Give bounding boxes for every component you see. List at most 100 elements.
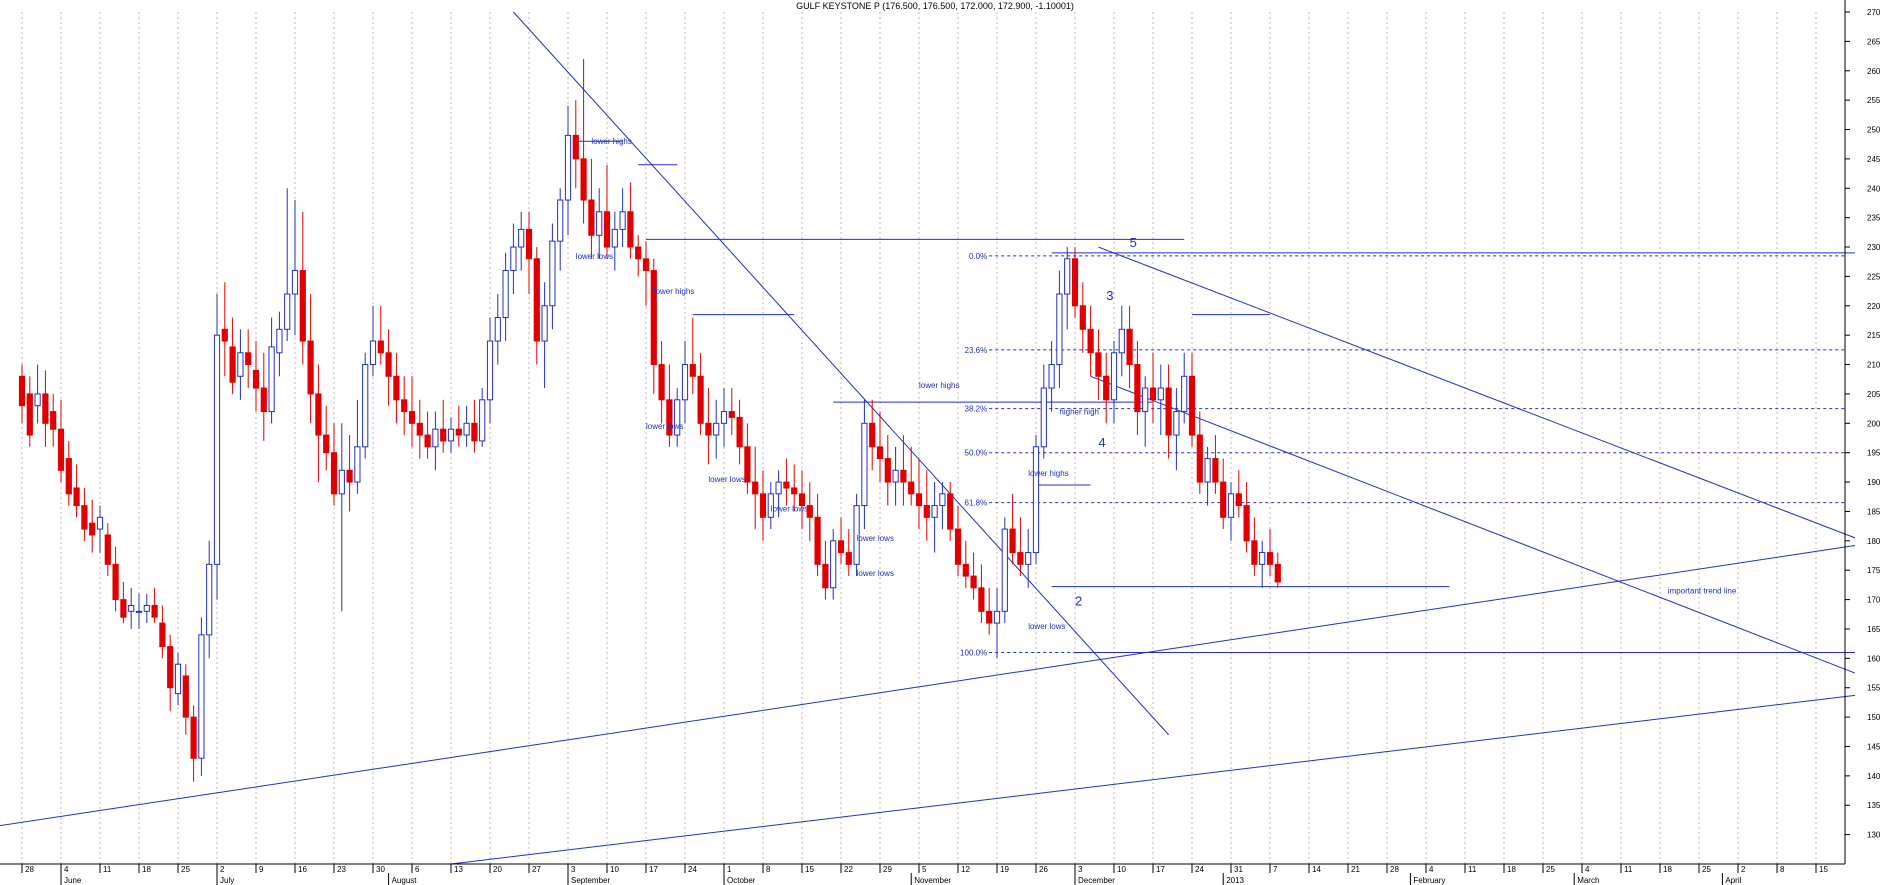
candle-body [494,317,501,342]
month-label: August [392,876,418,885]
candle-body [1227,493,1235,518]
x-tick-label: 20 [493,865,502,874]
candle-body [876,446,884,460]
candle-body [814,516,821,565]
candle-body [276,328,283,354]
x-tick-label: 14 [1312,865,1321,874]
candle-body [330,452,338,495]
x-tick-label: 29 [883,865,892,874]
x-tick-label: 17 [1156,865,1165,874]
candle-body [697,375,704,424]
candle-body [479,399,486,442]
x-tick-label: 22 [844,865,853,874]
x-tick-label: 3 [571,865,576,874]
candle-body [369,340,377,366]
candle-body [245,352,252,366]
x-tick-label: 4 [64,865,69,874]
candle-body [806,505,813,518]
candle-body [57,428,65,471]
candle-body [1149,387,1157,401]
x-tick-label: 8 [1780,865,1785,874]
y-tick-label: 180 [1867,537,1881,546]
annotation-label: lower lows [708,475,745,484]
annotation-label: 3 [1106,288,1113,303]
candle-body [315,393,322,436]
x-tick-label: 10 [1117,865,1126,874]
candle-body [767,493,774,518]
month-label: October [727,876,756,885]
fib-label: 38.2% [965,405,988,414]
candle-body [681,364,689,401]
y-tick-label: 245 [1867,155,1881,164]
candle-body [268,346,275,413]
y-tick-label: 235 [1867,214,1881,223]
candle-body [822,563,829,589]
candle-body [440,428,447,442]
y-tick-label: 185 [1867,507,1881,516]
candle-body [541,305,548,342]
x-tick-label: 24 [1195,865,1204,874]
x-tick-label: 11 [103,865,112,874]
x-tick-label: 8 [766,865,771,874]
candle-body [284,293,291,330]
candle-body [666,399,673,436]
x-tick-label: 18 [1663,865,1672,874]
x-axis: 28 4 11 18 25 2 9 16 23 30 6 13 20 27 3 10 17 24 1 8 15 22 29 5… [0,863,1845,885]
candle-body [401,399,408,413]
candle-body [89,522,96,536]
candle-body [650,270,657,366]
candle-body [1266,552,1274,565]
y-tick-label: 135 [1867,801,1881,810]
candle-body [1157,387,1164,401]
candle-body [198,634,205,759]
fib-label: 61.8% [965,499,988,508]
x-tick-label: 5 [922,865,927,874]
annotation-label: higher high [1059,407,1099,416]
candle-body [81,505,88,530]
x-tick-label: 15 [805,865,814,874]
candle-body [837,540,845,554]
x-tick-label: 24 [688,865,697,874]
candle-body [923,505,930,518]
candle-body [783,481,790,489]
x-tick-label: 15 [1819,865,1828,874]
candle-body [120,599,127,618]
y-tick-label: 150 [1867,713,1881,722]
y-tick-label: 190 [1867,478,1881,487]
y-tick-label: 225 [1867,272,1881,281]
x-tick-label: 31 [1234,865,1243,874]
annotation-label: lower lows [857,569,894,578]
x-tick-label: 11 [1468,865,1477,874]
candle-body [159,622,166,648]
candle-body [385,352,392,377]
trend-lines [0,11,1856,865]
x-tick-label: 23 [337,865,346,874]
month-label: December [1078,876,1115,885]
x-tick-label: 25 [1702,865,1711,874]
y-tick-label: 260 [1867,67,1881,76]
candle-body [151,604,158,618]
candle-body [346,469,353,483]
candle-body [1079,305,1086,330]
candle-body [502,270,509,319]
y-tick-label: 250 [1867,126,1881,135]
trend-line [513,11,1169,736]
candle-body [104,534,111,565]
x-tick-label: 28 [1390,865,1399,874]
trend-line [450,694,1856,865]
candle-body [1220,481,1227,518]
annotation-label: lower lows [646,422,683,431]
candle-body [393,375,400,401]
candle-body [1126,328,1133,366]
candle-body [1071,258,1079,307]
candle-body [533,258,540,342]
y-tick-label: 210 [1867,361,1881,370]
candle-body [362,364,369,448]
candle-body [884,458,891,483]
annotation-label: lower highs [591,137,631,146]
candle-body [135,610,143,613]
candle-body [845,552,852,565]
candle-body [908,481,915,495]
x-tick-label: 9 [259,865,264,874]
